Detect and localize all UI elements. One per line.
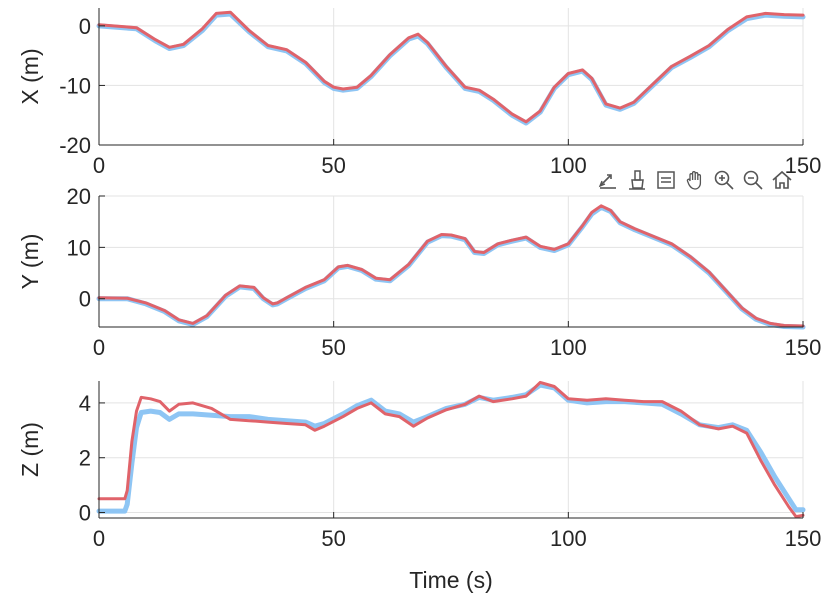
y-tick-label: 10: [67, 235, 91, 260]
y-tick-label: -10: [59, 73, 91, 98]
x-tick-label: 50: [321, 335, 345, 360]
export-icon[interactable]: [594, 167, 621, 194]
x-tick-label: 150: [785, 335, 822, 360]
datatip-icon[interactable]: [652, 167, 679, 194]
y-tick-label: 20: [67, 184, 91, 209]
y-tick-label: 0: [79, 14, 91, 39]
zoom-out-icon[interactable]: [739, 167, 766, 194]
x-tick-label: 100: [550, 153, 587, 178]
x-tick-label: 150: [785, 153, 822, 178]
y-tick-label: 4: [79, 391, 91, 416]
x-tick-label: 100: [550, 526, 587, 551]
series-line-blue: [96, 382, 806, 514]
x-tick-label: 50: [321, 526, 345, 551]
brush-icon[interactable]: [623, 167, 650, 194]
series-line-blue: [96, 204, 806, 330]
series-line-blue: [96, 11, 806, 126]
series-line-red: [97, 10, 805, 124]
x-tick-label: 0: [93, 335, 105, 360]
subplot-3: 0 50 100 150 4 2 0 Z (m) Time (s): [17, 380, 822, 593]
y-tick-label: 0: [79, 287, 91, 312]
y-tick-label: 2: [79, 446, 91, 471]
y-tick-label: -20: [59, 133, 91, 158]
zoom-in-icon[interactable]: [710, 167, 737, 194]
y-axis-label: Z (m): [17, 422, 43, 477]
home-icon[interactable]: [768, 167, 795, 194]
y-tick-label: 0: [79, 501, 91, 526]
series-line-red: [97, 380, 805, 519]
x-tick-label: 0: [93, 526, 105, 551]
y-axis-label: Y (m): [17, 234, 43, 290]
series-line-red: [97, 204, 805, 328]
subplot-1: 0 50 100 150 0 -10 -20 X (m): [17, 8, 821, 178]
x-tick-label: 150: [785, 526, 822, 551]
x-tick-label: 50: [321, 153, 345, 178]
x-tick-label: 0: [93, 153, 105, 178]
pan-hand-icon[interactable]: [681, 167, 708, 194]
x-axis-label: Time (s): [409, 567, 492, 593]
axes-toolbar: [594, 166, 795, 194]
y-axis-label: X (m): [17, 48, 43, 104]
x-tick-label: 100: [550, 335, 587, 360]
